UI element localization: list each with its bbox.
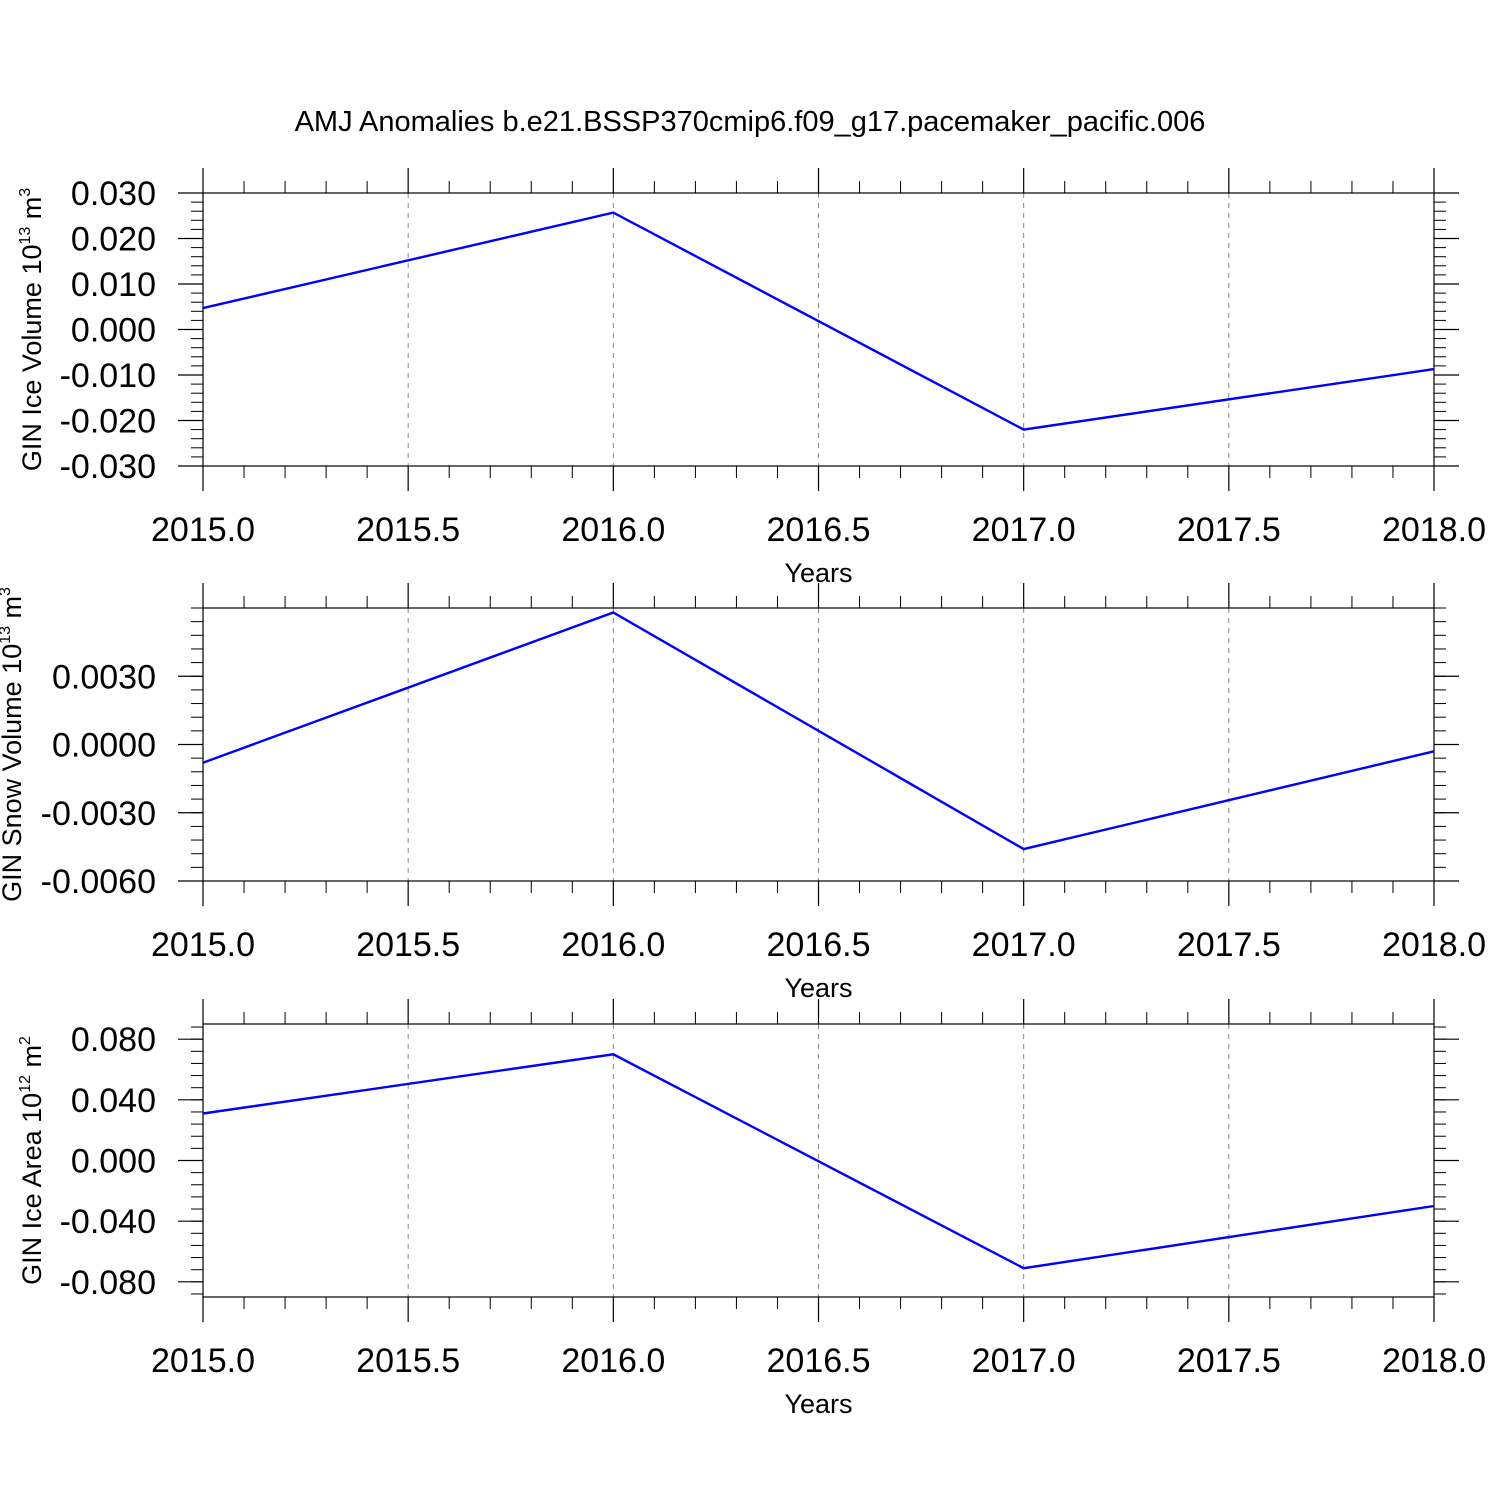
y-tick-label: -0.010 [60, 357, 156, 395]
y-tick-label: 0.080 [71, 1021, 156, 1059]
x-tick-label: 2018.0 [1382, 511, 1486, 549]
x-tick-label: 2016.5 [767, 511, 871, 549]
series-line [202, 211, 1435, 431]
x-tick-label: 2018.0 [1382, 926, 1486, 964]
y-axis-label-unit-exponent: 3 [17, 188, 34, 197]
y-axis-label-unit: m [0, 596, 27, 626]
y-tick-label: 0.000 [71, 312, 156, 350]
x-tick-label: 2017.0 [972, 1342, 1076, 1380]
x-tick-label: 2015.5 [356, 926, 460, 964]
y-tick-label: 0.0000 [52, 727, 156, 765]
x-axis-label: Years [784, 1389, 852, 1419]
x-tick-label: 2017.5 [1177, 926, 1281, 964]
series-line [202, 1053, 1435, 1270]
x-tick-label: 2015.0 [151, 926, 255, 964]
y-tick-label: -0.0060 [41, 863, 156, 901]
y-axis-label-exponent: 13 [0, 626, 14, 644]
x-axis-label: Years [784, 973, 852, 1003]
y-axis-label-text: GIN Ice Area 10 [17, 1093, 47, 1285]
y-tick-label: 0.030 [71, 175, 156, 213]
x-tick-label: 2017.5 [1177, 511, 1281, 549]
x-tick-label: 2015.0 [151, 511, 255, 549]
x-tick-label: 2017.5 [1177, 1342, 1281, 1380]
y-axis-label-unit-exponent: 2 [17, 1036, 34, 1045]
y-tick-label: 0.040 [71, 1082, 156, 1120]
y-axis-label-unit: m [17, 1045, 47, 1075]
y-axis-label: GIN Ice Volume 1013 m3 [17, 188, 47, 471]
y-tick-label: -0.080 [60, 1264, 156, 1302]
y-tick-label: 0.020 [71, 221, 156, 259]
y-axis-label-unit-exponent: 3 [0, 587, 14, 596]
y-axis-label-unit: m [17, 197, 47, 227]
y-tick-label: -0.0030 [41, 795, 156, 833]
y-tick-label: -0.030 [60, 448, 156, 486]
chart-panel-3: 2015.0 2015.5 2016.0 2016.5 2017.0 2017.5 2018… [17, 999, 1486, 1419]
x-tick-label: 2015.5 [356, 1342, 460, 1380]
x-tick-label: 2016.5 [767, 926, 871, 964]
y-tick-label: 0.000 [71, 1143, 156, 1181]
y-tick-label: 0.0030 [52, 658, 156, 696]
y-tick-label: -0.020 [60, 403, 156, 441]
x-tick-label: 2016.5 [767, 1342, 871, 1380]
y-axis-label-exponent: 12 [17, 1075, 34, 1093]
x-tick-label: 2016.0 [561, 1342, 665, 1380]
x-tick-label: 2016.0 [561, 511, 665, 549]
x-tick-label: 2016.0 [561, 926, 665, 964]
chart-panel-2: 2015.0 2015.5 2016.0 2016.5 2017.0 2017.5 2018… [0, 583, 1486, 1003]
x-tick-label: 2017.0 [972, 511, 1076, 549]
y-axis-label-text: GIN Ice Volume 10 [17, 245, 47, 472]
y-axis-label-text: GIN Snow Volume 10 [0, 644, 27, 902]
x-tick-label: 2015.0 [151, 1342, 255, 1380]
y-tick-label: -0.040 [60, 1203, 156, 1241]
series-line [202, 611, 1435, 851]
x-tick-label: 2015.5 [356, 511, 460, 549]
y-tick-label: 0.010 [71, 266, 156, 304]
x-tick-label: 2017.0 [972, 926, 1076, 964]
y-axis-label: GIN Ice Area 1012 m2 [17, 1036, 47, 1285]
panels-group: 2015.0 2015.5 2016.0 2016.5 2017.0 2017.5 2018… [0, 168, 1486, 1419]
figure-title: AMJ Anomalies b.e21.BSSP370cmip6.f09_g17… [295, 106, 1206, 138]
y-axis-label-exponent: 13 [17, 227, 34, 245]
x-tick-label: 2018.0 [1382, 1342, 1486, 1380]
y-axis-label: GIN Snow Volume 1013 m3 [0, 587, 27, 902]
chart-panel-1: 2015.0 2015.5 2016.0 2016.5 2017.0 2017.5 2018… [17, 168, 1486, 588]
